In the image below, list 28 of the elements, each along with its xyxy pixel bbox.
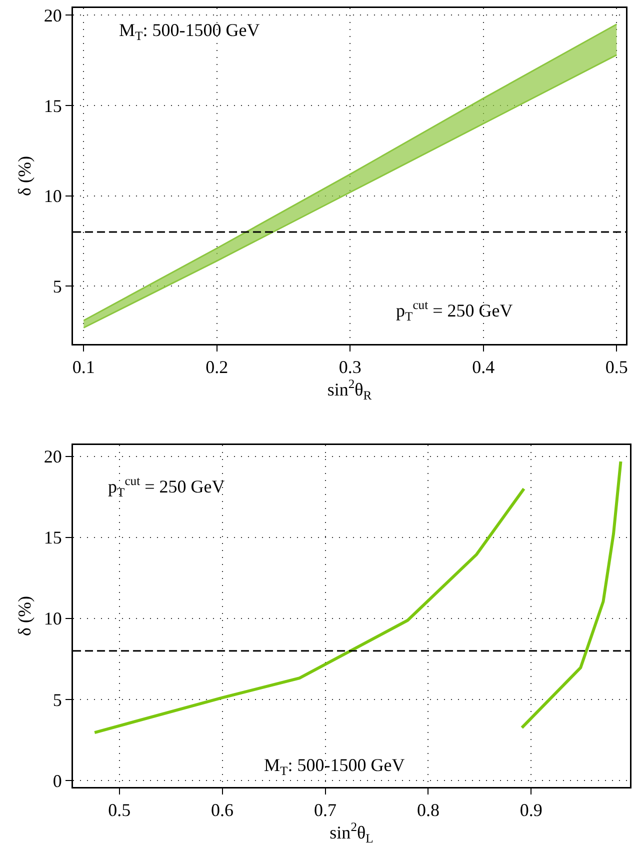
x-tick-label: 0.4 (472, 357, 495, 378)
x-axis-title: sin$^{2}$θ$_{L}$ (330, 820, 374, 846)
annotation: p$_{T}$$^{cut}$ = 250 GeV (396, 298, 513, 324)
y-tick-label: 15 (44, 528, 62, 548)
x-tick-label: 0.8 (416, 800, 440, 820)
annotation: M$_{T}$: 500-1500 GeV (264, 755, 405, 778)
x-tick-label: 0.3 (338, 357, 362, 378)
y-tick-label: 20 (44, 446, 62, 467)
y-axis-title: δ (%) (14, 156, 34, 196)
y-tick-label: 5 (52, 276, 62, 296)
y-tick-label: 5 (52, 690, 62, 710)
x-tick-label: 0.9 (520, 800, 542, 820)
annotation: M$_{T}$: 500-1500 GeV (119, 20, 260, 43)
x-axis-title: sin$^{2}$θ$_{R}$ (327, 377, 372, 402)
y-tick-label: 15 (44, 96, 62, 116)
annotation: p$_{T}$$^{cut}$ = 250 GeV (108, 474, 225, 500)
x-tick-label: 0.6 (211, 800, 234, 820)
y-tick-label: 20 (44, 6, 62, 26)
x-tick-label: 0.1 (72, 357, 95, 378)
x-tick-label: 0.5 (108, 800, 131, 820)
y-tick-label: 0 (52, 770, 62, 791)
x-tick-label: 0.7 (314, 800, 336, 820)
x-tick-label: 0.2 (206, 357, 228, 378)
y-tick-label: 10 (44, 186, 62, 206)
y-tick-label: 10 (44, 608, 62, 629)
line-series (520, 460, 622, 730)
x-tick-label: 0.5 (605, 357, 628, 378)
y-axis-title: δ (%) (14, 596, 34, 636)
